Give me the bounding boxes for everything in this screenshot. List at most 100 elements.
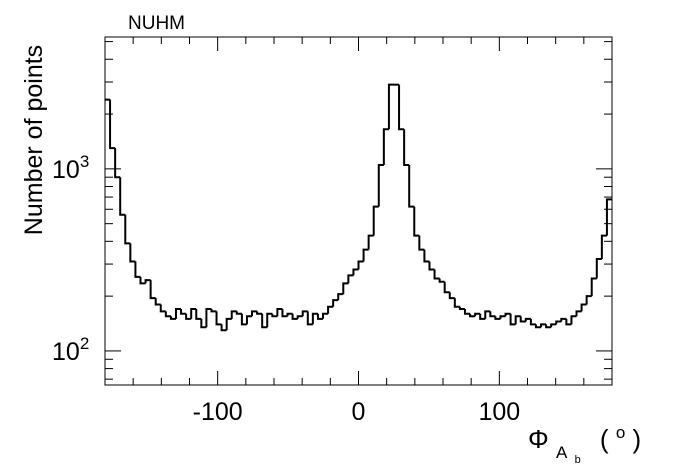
histogram-bin (377, 164, 384, 207)
histogram-bin (235, 311, 242, 315)
histogram-series (105, 83, 612, 332)
histogram-bin (149, 280, 156, 300)
x-tick-label: 100 (478, 398, 520, 426)
histogram-bin (301, 310, 308, 317)
histogram-bin (534, 324, 542, 329)
histogram-bin (195, 308, 202, 320)
histogram-bin (575, 310, 582, 317)
histogram-bin (443, 281, 450, 294)
histogram-bin (144, 279, 151, 284)
histogram-bin (428, 261, 435, 271)
histogram-bin (276, 307, 283, 317)
histogram-bin (205, 307, 212, 328)
histogram-bin (372, 205, 379, 236)
y-axis-label: Number of points (20, 45, 48, 235)
histogram-bin (458, 306, 465, 310)
chart-title: NUHM (128, 13, 185, 34)
histogram-bin (413, 206, 420, 237)
histogram-bin (119, 177, 126, 216)
histogram-bin (565, 318, 572, 326)
histogram-bin (423, 249, 430, 263)
histogram-bin (519, 316, 526, 323)
histogram-bin (139, 276, 146, 285)
histogram-bin (281, 308, 288, 318)
histogram-bin (114, 148, 121, 179)
y-tick-label: 103 (52, 152, 89, 184)
histogram-bin (540, 323, 547, 328)
histogram-bin (180, 308, 187, 315)
histogram-bin (342, 282, 349, 295)
histogram-bin (327, 305, 334, 314)
histogram-bin (494, 316, 501, 320)
histogram-bin (134, 261, 141, 278)
histogram-bin (256, 311, 263, 315)
histogram-bin (463, 308, 471, 315)
histogram-bin (474, 312, 481, 317)
histogram-bin (387, 83, 394, 130)
x-axis-label-unit-sup: o (616, 423, 625, 442)
histogram-bin (529, 318, 536, 326)
histogram-bin (403, 129, 410, 167)
histogram-bin (408, 165, 415, 208)
histogram-bin (291, 313, 298, 320)
histogram-bin (550, 323, 557, 328)
histogram-bin (570, 315, 577, 325)
histogram-bin (296, 315, 303, 319)
histogram-bin (433, 269, 440, 280)
histogram-bin (362, 248, 369, 262)
histogram-bin (418, 235, 425, 251)
histogram-bin (109, 99, 116, 150)
histogram-bin (595, 257, 602, 279)
histogram-bin (605, 198, 612, 236)
x-axis-label-sub: A (556, 443, 568, 462)
histogram-bin (154, 298, 161, 306)
histogram-bin (159, 304, 166, 313)
histogram-bin (469, 313, 476, 318)
histogram-bin (240, 313, 247, 326)
histogram-bin (129, 243, 136, 263)
histogram-bin (499, 315, 506, 319)
histogram-bin (124, 214, 131, 245)
histogram-bin (332, 299, 339, 307)
histogram-bin (251, 310, 258, 317)
axis-tick-labels: -100 0 100 102 103 (52, 152, 520, 426)
histogram-bin (230, 310, 237, 319)
histogram-bin (489, 311, 496, 318)
histogram-bin (600, 234, 607, 259)
histogram-bin (560, 317, 567, 322)
y-tick-label: 102 (52, 334, 89, 366)
histogram-bin (484, 310, 491, 319)
x-axis-label: Φ A b ( o ) (528, 414, 641, 469)
histogram-bin (524, 317, 531, 322)
histogram-bin (215, 311, 222, 326)
histogram-bin (347, 274, 354, 284)
histogram-bin (590, 277, 597, 297)
histogram-bin (398, 84, 405, 131)
histogram-bin (337, 293, 344, 301)
histogram-bin (357, 260, 364, 270)
histogram-bin (585, 295, 592, 305)
histogram-bin (311, 312, 318, 325)
histogram-bin (367, 234, 374, 250)
histogram-bin (169, 316, 176, 320)
histogram-bin (306, 311, 313, 326)
histogram-bin (555, 320, 562, 325)
histogram-bin (453, 298, 460, 308)
histogram-bin (438, 278, 445, 283)
axis-ticks (104, 37, 613, 385)
histogram-bin (225, 317, 232, 331)
histogram-bin (271, 313, 278, 318)
histogram-bin (164, 311, 171, 318)
histogram-bin (322, 312, 329, 319)
histogram-bin (210, 308, 217, 313)
histogram-bin (174, 307, 182, 319)
histogram-bin (545, 324, 552, 329)
x-axis-label-unit-close: ) (633, 424, 642, 454)
histogram-bin (220, 324, 227, 332)
histogram-bin (352, 268, 359, 276)
histogram-bin (580, 303, 587, 312)
histogram-bin (479, 313, 486, 320)
x-tick-label: 0 (352, 398, 366, 426)
histogram-bin (266, 312, 273, 328)
